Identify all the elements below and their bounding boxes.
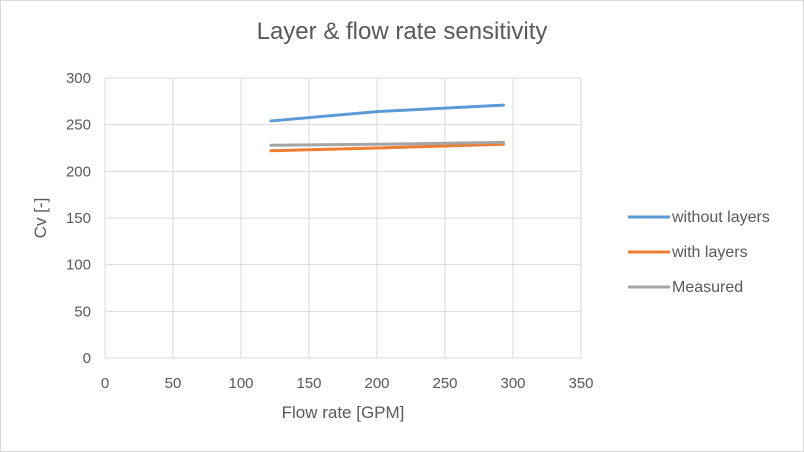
x-tick-label: 100 — [228, 375, 253, 392]
chart-title: Layer & flow rate sensitivity — [256, 18, 548, 45]
x-tick-label: 150 — [296, 375, 321, 392]
y-axis-label: Cv [-] — [31, 198, 50, 239]
x-tick-label: 350 — [568, 375, 593, 392]
legend-entry-label: without layers — [671, 209, 770, 226]
y-tick-label: 50 — [74, 303, 91, 320]
x-tick-label: 0 — [101, 375, 109, 392]
x-axis-label: Flow rate [GPM] — [282, 403, 405, 422]
x-tick-label: 300 — [500, 375, 525, 392]
y-tick-label: 300 — [66, 70, 91, 87]
grid-lines — [104, 77, 582, 359]
legend-entry-label: Measured — [672, 279, 743, 296]
y-tick-label: 150 — [66, 210, 91, 227]
series-line-with-layers — [269, 142, 505, 153]
legend-entry-label: with layers — [671, 244, 748, 261]
x-tick-label: 200 — [364, 375, 389, 392]
x-tick-label: 50 — [165, 375, 182, 392]
legend: without layers with layers Measured — [628, 209, 770, 296]
y-tick-labels: 0 50 100 150 200 250 300 — [66, 70, 91, 367]
y-tick-label: 0 — [83, 350, 91, 367]
y-tick-label: 200 — [66, 163, 91, 180]
series-line-without-layers — [269, 103, 505, 123]
x-tick-label: 250 — [432, 375, 457, 392]
x-tick-labels: 0 50 100 150 200 250 300 350 — [101, 375, 594, 392]
series-line-measured — [269, 140, 505, 147]
series-lines — [269, 103, 505, 153]
y-tick-label: 100 — [66, 257, 91, 274]
y-tick-label: 250 — [66, 117, 91, 134]
